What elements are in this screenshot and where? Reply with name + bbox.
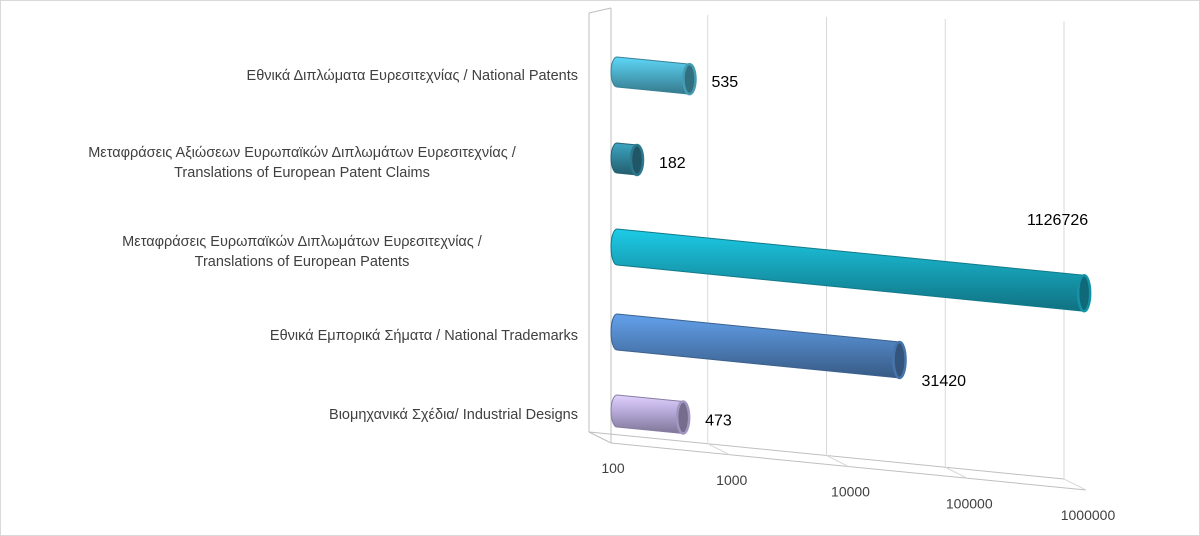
data-label: 1126726 <box>1027 212 1088 229</box>
gridline-floor <box>826 455 849 467</box>
data-label: 535 <box>711 74 738 91</box>
bar-cap <box>892 340 907 380</box>
category-label: Μεταφράσεις Αξιώσεων Ευρωπαϊκών Διπλωμάτ… <box>88 145 517 161</box>
x-axis-ticks: 100 1000 10000 100000 1000000 <box>601 460 1115 523</box>
category-label: Εθνικά Διπλώματα Ευρεσιτεχνίας / Nationa… <box>247 68 578 84</box>
data-label: 31420 <box>922 373 967 390</box>
x-tick-label: 10000 <box>831 484 870 500</box>
gridlines <box>707 15 1087 491</box>
category-label: Translations of European Patent Claims <box>174 165 430 181</box>
bar-cylinder <box>610 228 1091 312</box>
gridline-floor <box>1063 478 1087 491</box>
bar-cap <box>682 62 697 96</box>
bar-cap <box>1076 273 1092 313</box>
category-label: Μεταφράσεις Ευρωπαϊκών Διπλωμάτων Ευρεσι… <box>122 234 483 250</box>
x-tick-label: 1000000 <box>1061 507 1116 523</box>
bars <box>610 56 1092 435</box>
bar-cylinder <box>610 313 907 379</box>
data-labels: 535 182 1126726 31420 473 <box>659 74 1088 429</box>
gridline-floor <box>707 443 730 456</box>
x-tick-label: 1000 <box>716 472 747 488</box>
top-wall-edge <box>588 7 612 14</box>
gridline-floor <box>945 466 968 479</box>
category-labels: Εθνικά Διπλώματα Ευρεσιτεχνίας / Nationa… <box>88 68 578 423</box>
category-label: Εθνικά Εμπορικά Σήματα / National Tradem… <box>270 328 578 344</box>
bar-cap <box>629 143 645 177</box>
bar-cap <box>675 400 691 435</box>
data-label: 182 <box>659 155 686 172</box>
floor-left-edge <box>588 431 612 444</box>
x-tick-label: 100000 <box>946 495 993 511</box>
category-label: Βιομηχανικά Σχέδια/ Industrial Designs <box>329 407 578 423</box>
category-label: Translations of European Patents <box>195 254 410 270</box>
x-tick-label: 100 <box>601 460 625 476</box>
data-label: 473 <box>705 413 732 430</box>
